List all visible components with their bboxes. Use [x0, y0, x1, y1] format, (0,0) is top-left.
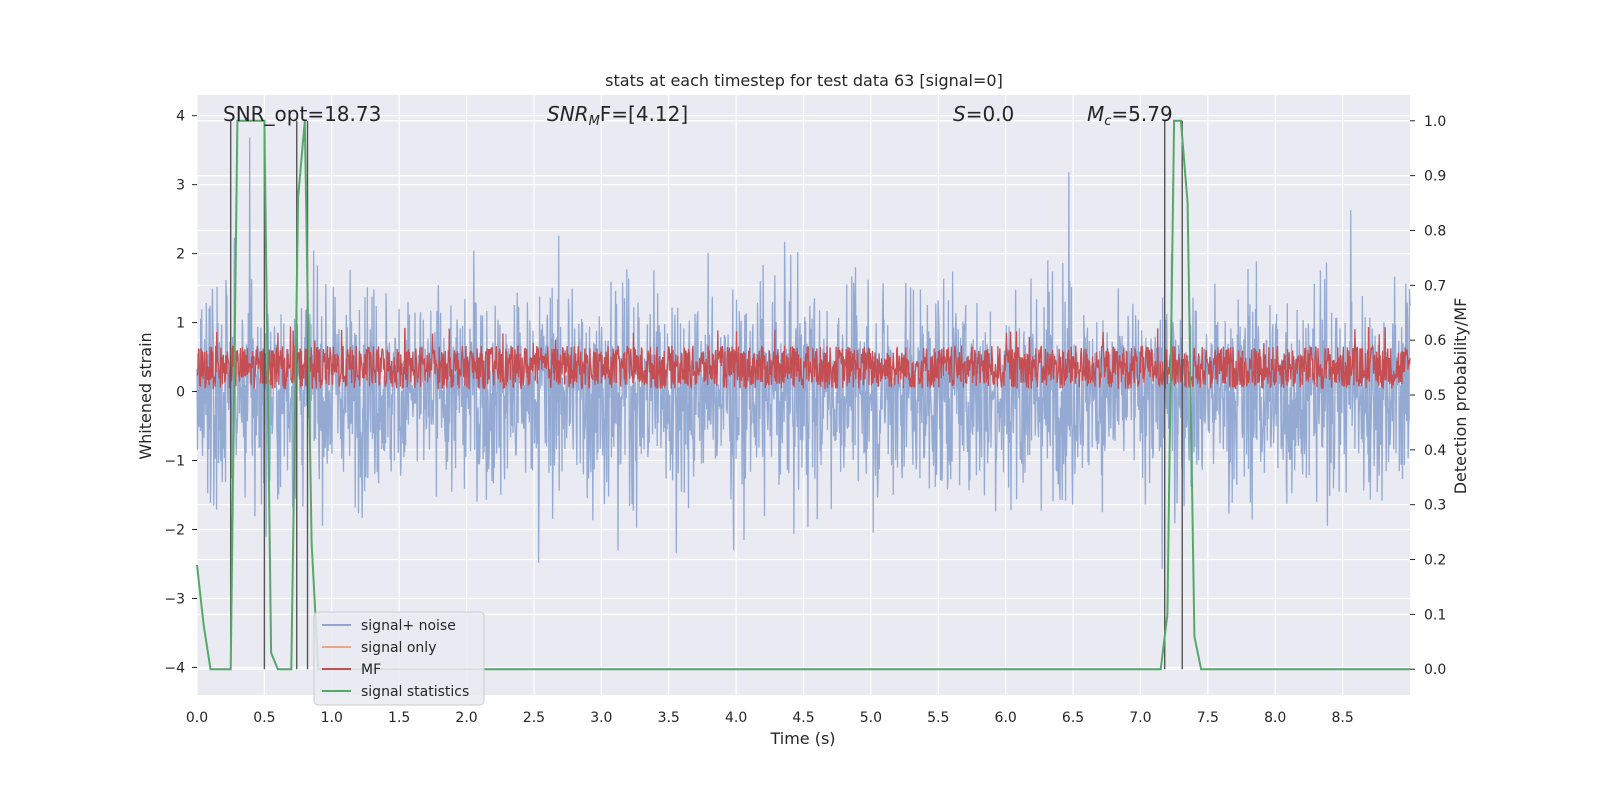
- x-tick-label-7: 3.5: [658, 710, 680, 726]
- annotation-mc-rest: =5.79: [1111, 102, 1172, 126]
- legend-label-mf: MF: [361, 662, 381, 678]
- y2-tick-label-3: 0.3: [1424, 498, 1446, 514]
- y2-tick-label-4: 0.4: [1424, 443, 1446, 459]
- y-tick-label-0: −4: [164, 660, 185, 676]
- x-tick-label-8: 4.0: [725, 710, 747, 726]
- annotation-snr-mf-rest: F=[4.12]: [600, 102, 688, 126]
- y2-axis-ticks: 0.0 0.1 0.2 0.3 0.4 0.5 0.6 0.7 0.8 0.9 1.0: [1410, 114, 1446, 678]
- series-signal-noise: [196, 137, 1411, 569]
- x-tick-label-15: 7.5: [1197, 710, 1219, 726]
- x-tick-label-12: 6.0: [995, 710, 1017, 726]
- x-tick-label-5: 2.5: [523, 710, 545, 726]
- y-tick-label-6: 2: [176, 247, 185, 263]
- y2-tick-label-2: 0.2: [1424, 553, 1446, 569]
- x-axis-ticks: 0.0 0.5 1.0 1.5 2.0 2.5 3.0 3.5 4.0 4.5 5.0 5.5 6.0 6…: [186, 710, 1354, 726]
- x-tick-label-16: 8.0: [1264, 710, 1286, 726]
- x-axis-label: Time (s): [769, 729, 835, 748]
- x-tick-label-17: 8.5: [1331, 710, 1353, 726]
- y-tick-label-8: 4: [176, 109, 185, 125]
- y2-tick-label-1: 0.1: [1424, 607, 1446, 623]
- y2-tick-label-5: 0.5: [1424, 388, 1446, 404]
- annotation-snr-mf-main: SNR: [547, 102, 589, 126]
- line-mf: [196, 326, 1411, 390]
- legend: signal+ noise signal only MF signal stat…: [313, 611, 485, 706]
- legend-item-signal-noise: signal+ noise: [322, 618, 456, 634]
- x-tick-label-1: 0.5: [253, 710, 275, 726]
- legend-item-mf: MF: [322, 662, 381, 678]
- y2-tick-label-10: 1.0: [1424, 114, 1446, 130]
- annotation-mc: Mc=5.79: [1087, 102, 1173, 129]
- annotation-snr-mf-sub: M: [589, 114, 600, 129]
- y-tick-label-7: 3: [176, 178, 185, 194]
- x-tick-label-4: 2.0: [455, 710, 477, 726]
- x-tick-label-6: 3.0: [590, 710, 612, 726]
- x-tick-label-10: 5.0: [860, 710, 882, 726]
- detection-markers: [229, 120, 1183, 670]
- legend-item-signal-statistics: signal statistics: [322, 684, 469, 700]
- y2-axis-label: Detection probability/MF: [1451, 298, 1470, 495]
- y2-tick-label-6: 0.6: [1424, 333, 1446, 349]
- annotation-mc-sub: c: [1104, 114, 1111, 129]
- y-tick-label-2: −2: [164, 522, 185, 538]
- annotation-snr-mf: SNRMF=[4.12]: [547, 102, 688, 129]
- y2-tick-label-8: 0.8: [1424, 223, 1446, 239]
- annotation-s-main: S: [953, 102, 966, 126]
- y2-tick-label-9: 0.9: [1424, 169, 1446, 185]
- legend-label-signal-statistics: signal statistics: [361, 684, 469, 700]
- annotation-s: S=0.0: [953, 102, 1014, 126]
- y-tick-label-1: −3: [164, 591, 185, 607]
- legend-label-signal-only: signal only: [361, 640, 436, 656]
- x-tick-label-3: 1.5: [388, 710, 410, 726]
- x-tick-label-11: 5.5: [927, 710, 949, 726]
- y2-tick-label-7: 0.7: [1424, 278, 1446, 294]
- y-tick-label-5: 1: [176, 316, 185, 332]
- x-tick-label-9: 4.5: [792, 710, 814, 726]
- y-axis-label: Whitened strain: [136, 332, 155, 459]
- annotation-s-rest: =0.0: [966, 102, 1015, 126]
- line-signal-noise: [196, 137, 1411, 569]
- chart-title: stats at each timestep for test data 63 …: [605, 71, 1003, 90]
- y-axis-ticks: −4 −3 −2 −1 0 1 2 3 4: [164, 109, 197, 676]
- y-tick-label-4: 0: [176, 385, 185, 401]
- y2-tick-label-0: 0.0: [1424, 662, 1446, 678]
- x-tick-label-14: 7.0: [1129, 710, 1151, 726]
- annotation-mc-main: M: [1087, 102, 1104, 126]
- x-tick-label-0: 0.0: [186, 710, 208, 726]
- y-tick-label-3: −1: [164, 454, 185, 470]
- x-tick-label-13: 6.5: [1062, 710, 1084, 726]
- x-tick-label-2: 1.0: [321, 710, 343, 726]
- series-mf: [196, 326, 1411, 390]
- annotation-snr-opt: SNR_opt=18.73: [223, 102, 381, 126]
- legend-item-signal-only: signal only: [322, 640, 436, 656]
- legend-label-signal-noise: signal+ noise: [361, 618, 456, 634]
- legend-box: [313, 611, 485, 706]
